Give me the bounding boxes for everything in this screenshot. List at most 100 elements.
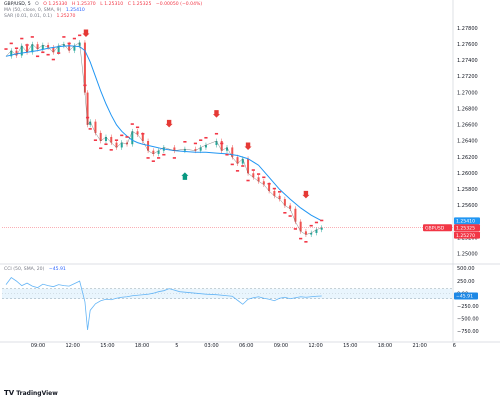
candle-body xyxy=(26,45,29,53)
candle-body xyxy=(68,44,71,51)
candle-body xyxy=(157,150,160,154)
symbol-price-tag: GBPUSD xyxy=(425,225,445,231)
candle-body xyxy=(294,208,297,222)
candle-body xyxy=(20,45,23,56)
price-tick-label: 1.25000 xyxy=(457,252,478,258)
candle-body xyxy=(73,45,76,51)
price-tick-label: 1.27600 xyxy=(457,42,478,48)
cci-tick-label: 250.00 xyxy=(457,279,475,285)
price-tick-label: 1.25800 xyxy=(457,187,478,193)
candle-body xyxy=(152,150,155,154)
candle-body xyxy=(247,158,250,174)
candle-body xyxy=(183,149,186,151)
brand-name: TradingView xyxy=(16,390,58,397)
ohlc-change: −0.00050 (−0.04%) xyxy=(155,2,203,7)
symbol-legend: GBP/USD, 5 O O 1.25330 H 1.25370 L 1.253… xyxy=(4,2,205,8)
candle-body xyxy=(299,221,302,232)
cci-value-tag-bg xyxy=(454,292,478,300)
last-price-tag-bg xyxy=(454,224,480,232)
time-tick-label: 09:00 xyxy=(274,343,288,349)
candle-body xyxy=(173,147,176,151)
price-tick-label: 1.26400 xyxy=(457,139,478,145)
sell-arrow-icon xyxy=(212,110,220,118)
candle-body xyxy=(241,158,244,164)
symbol-name: GBP/USD, 5 xyxy=(4,2,31,7)
candle-body xyxy=(126,142,129,145)
ohlc-high: H 1.25370 xyxy=(71,2,96,7)
ma-price-tag: 1.25410 xyxy=(456,219,475,225)
symbol-price-tag-bg xyxy=(423,224,452,232)
candle-body xyxy=(278,195,281,200)
price-tick-label: 1.26600 xyxy=(457,123,478,129)
candle-body xyxy=(194,149,197,151)
tradingview-brand[interactable]: TV TradingView xyxy=(4,389,58,397)
sell-arrow-icon xyxy=(82,29,90,38)
candle-body xyxy=(204,145,207,148)
candle-body xyxy=(199,147,202,151)
candle-body xyxy=(315,229,318,233)
candle-body xyxy=(89,121,92,125)
ohlc-close: C 1.25325 xyxy=(127,2,152,7)
price-tick-label: 1.27800 xyxy=(457,26,478,32)
ohlc-open: O 1.25330 xyxy=(43,2,68,7)
candle-body xyxy=(304,231,307,235)
candle-body xyxy=(15,50,18,56)
price-tick-label: 1.26800 xyxy=(457,106,478,112)
candle-body xyxy=(231,147,234,158)
time-tick-label: 21:00 xyxy=(412,343,426,349)
sar-value: 1.25270 xyxy=(56,14,76,19)
time-tick-label: 06:00 xyxy=(239,343,253,349)
candle-body xyxy=(31,44,34,53)
buy-arrow-icon xyxy=(181,172,189,180)
candle-body xyxy=(236,157,239,164)
cci-tick-label: −750.00 xyxy=(457,329,479,335)
cci-tick-label: −250.00 xyxy=(457,304,479,310)
cci-value-tag: −45.91 xyxy=(456,294,473,300)
price-tick-label: 1.27200 xyxy=(457,74,478,80)
cci-tick-label: −500.00 xyxy=(457,317,479,323)
cci-tick-label: 500.00 xyxy=(457,266,475,272)
price-tick-label: 1.26200 xyxy=(457,155,478,161)
time-tick-label: 5 xyxy=(175,343,178,349)
candle-body xyxy=(283,199,286,206)
candle-body xyxy=(289,205,292,209)
ma-label: MA (50, close, 0, SMA, 9) xyxy=(4,8,62,13)
candle-body xyxy=(10,50,13,57)
time-tick-label: 09:00 xyxy=(31,343,45,349)
time-tick-label: 15:00 xyxy=(343,343,357,349)
tradingview-logo-icon: TV xyxy=(4,389,15,397)
candle-body xyxy=(115,142,118,148)
sar-price-tag-bg xyxy=(454,231,480,239)
candle-body xyxy=(120,142,123,148)
exchange-label: O xyxy=(35,2,39,7)
candle-body xyxy=(52,47,55,53)
price-line xyxy=(5,42,322,235)
candle-body xyxy=(57,45,60,53)
price-tick-label: 1.27400 xyxy=(457,58,478,64)
candle-body xyxy=(47,45,50,48)
candle-body xyxy=(99,132,102,141)
candle-body xyxy=(220,141,223,151)
sell-arrow-icon xyxy=(302,190,310,199)
candle-body xyxy=(252,173,255,178)
sell-arrow-icon xyxy=(244,142,252,150)
candle-body xyxy=(83,42,86,93)
time-tick-label: 03:00 xyxy=(204,343,218,349)
candle-body xyxy=(310,232,313,235)
candle-body xyxy=(94,121,97,133)
sell-arrow-icon xyxy=(165,119,173,128)
ma-line xyxy=(5,45,322,222)
candle-body xyxy=(226,147,228,151)
candle-body xyxy=(110,136,113,143)
candle-body xyxy=(86,92,89,125)
candle-body xyxy=(131,131,134,145)
sar-label: SAR (0.01, 0.01, 0.1) xyxy=(4,14,52,19)
candle-body xyxy=(273,191,276,196)
time-tick-label: 18:00 xyxy=(378,343,392,349)
ma-price-tag-bg xyxy=(454,217,480,225)
candle-body xyxy=(268,184,271,192)
time-tick-label: 6 xyxy=(453,343,456,349)
time-tick-label: 12:00 xyxy=(65,343,79,349)
cci-label: CCI (50, SMA, 20) xyxy=(4,267,45,272)
